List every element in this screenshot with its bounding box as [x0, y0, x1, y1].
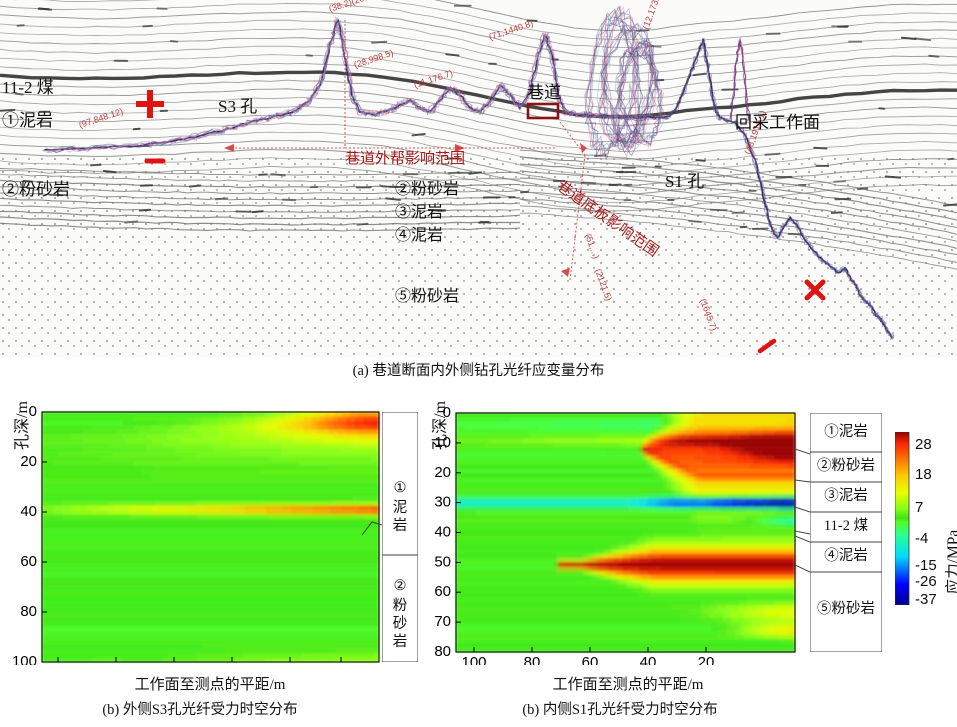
svg-text:20: 20: [434, 464, 451, 481]
svg-text:④泥岩: ④泥岩: [824, 547, 868, 564]
svg-text:岩: 岩: [393, 517, 408, 534]
svg-text:20: 20: [20, 453, 37, 470]
svg-text:①泥岩: ①泥岩: [824, 423, 868, 440]
svg-text:50: 50: [434, 553, 451, 570]
svg-text:11-2 煤: 11-2 煤: [824, 517, 868, 534]
svg-text:①: ①: [394, 480, 407, 496]
svg-text:0: 0: [337, 664, 345, 665]
svg-text:20: 20: [698, 654, 715, 665]
svg-text:(2121.5): (2121.5): [593, 267, 614, 302]
svg-text:-26: -26: [915, 573, 937, 590]
svg-text:-4: -4: [915, 530, 928, 547]
svg-text:(1645.7): (1645.7): [698, 297, 719, 332]
svg-text:(12.1731.2): (12.1731.2): [640, 0, 665, 31]
svg-text:80: 80: [434, 643, 451, 660]
svg-text:40: 40: [20, 503, 37, 520]
svg-text:60: 60: [20, 553, 37, 570]
svg-text:砂: 砂: [393, 615, 408, 632]
svg-text:80: 80: [108, 664, 125, 665]
svg-text:粉: 粉: [393, 597, 408, 614]
svg-text:③泥岩: ③泥岩: [824, 487, 868, 504]
svg-text:(51,...): (51,...): [583, 232, 601, 260]
svg-text:岩: 岩: [393, 633, 408, 650]
svg-text:(28,998.5): (28,998.5): [353, 48, 395, 70]
svg-text:(97,848.12): (97,848.12): [78, 106, 125, 130]
svg-text:60: 60: [166, 664, 183, 665]
svg-text:②: ②: [394, 578, 407, 594]
svg-text:(38.2)(20.8): (38.2)(20.8): [328, 0, 376, 14]
svg-text:应力/MPa: 应力/MPa: [943, 530, 957, 595]
svg-text:100: 100: [12, 653, 37, 665]
svg-text:-37: -37: [915, 591, 937, 605]
svg-text:泥: 泥: [393, 499, 408, 516]
svg-text:20: 20: [282, 664, 299, 665]
svg-text:80: 80: [524, 654, 541, 665]
svg-text:40: 40: [224, 664, 241, 665]
svg-text:18: 18: [915, 466, 932, 483]
svg-text:60: 60: [582, 654, 599, 665]
svg-text:70: 70: [434, 613, 451, 630]
svg-text:②粉砂岩: ②粉砂岩: [817, 457, 875, 474]
svg-text:7: 7: [915, 499, 923, 516]
svg-text:-15: -15: [915, 557, 937, 574]
svg-text:(71,1440.8): (71,1440.8): [488, 18, 535, 42]
svg-text:60: 60: [434, 583, 451, 600]
svg-text:(11.176.7): (11.176.7): [413, 68, 454, 90]
svg-text:100: 100: [461, 654, 486, 665]
svg-text:40: 40: [640, 654, 657, 665]
svg-text:28: 28: [915, 436, 932, 453]
svg-text:⑤粉砂岩: ⑤粉砂岩: [817, 600, 875, 617]
svg-text:40: 40: [434, 524, 451, 541]
svg-text:30: 30: [434, 494, 451, 511]
svg-text:80: 80: [20, 603, 37, 620]
svg-text:100: 100: [45, 664, 70, 665]
